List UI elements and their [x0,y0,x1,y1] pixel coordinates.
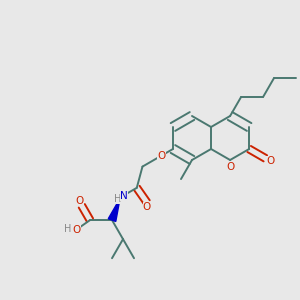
Text: O: O [72,225,81,235]
Text: O: O [76,196,84,206]
Polygon shape [108,198,120,221]
Text: O: O [226,162,234,172]
Text: H: H [64,224,71,234]
Text: N: N [120,191,128,201]
Text: O: O [266,156,275,166]
Text: O: O [158,151,166,160]
Text: O: O [143,202,151,212]
Text: H: H [114,194,122,204]
